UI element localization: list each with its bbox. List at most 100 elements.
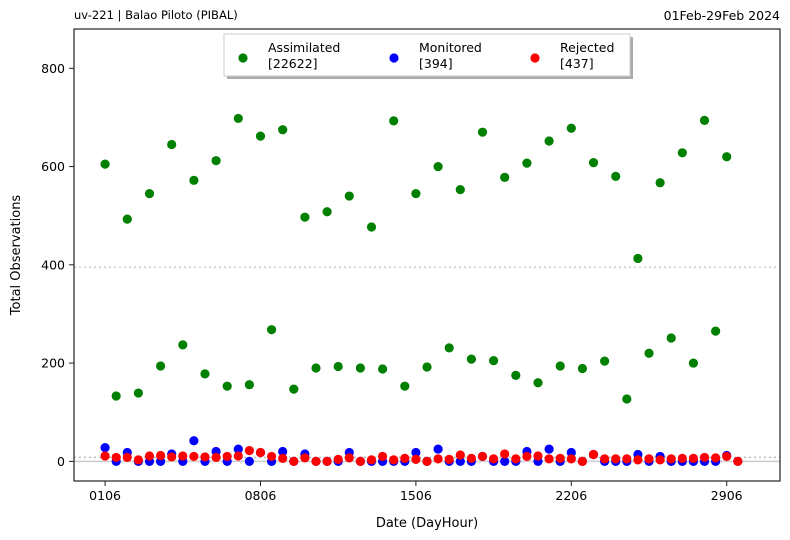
assimilated-point <box>155 361 166 371</box>
rejected-point <box>555 453 565 463</box>
monitored-point <box>433 444 443 454</box>
assimilated-point <box>566 123 576 133</box>
rejected-point <box>355 456 365 466</box>
rejected-point <box>511 454 521 464</box>
assimilated-point <box>400 381 410 391</box>
rejected-point <box>289 456 299 466</box>
rejected-point <box>699 452 710 463</box>
assimilated-point <box>100 159 110 169</box>
rejected-point <box>255 447 266 458</box>
y-tick-label: 200 <box>41 356 65 371</box>
assimilated-point <box>355 363 365 373</box>
rejected-point <box>611 454 621 464</box>
assimilated-point <box>322 207 332 217</box>
data-points <box>100 113 743 466</box>
assimilated-point <box>655 178 665 188</box>
assimilated-point <box>533 378 543 388</box>
rejected-point <box>533 451 543 461</box>
rejected-point <box>133 455 143 465</box>
rejected-point <box>500 449 510 459</box>
legend-box <box>223 33 631 77</box>
y-axis-label: Total Observations <box>9 195 24 317</box>
rejected-point <box>600 454 610 464</box>
rejected-point <box>400 453 410 463</box>
y-tick-label: 600 <box>41 159 65 174</box>
assimilated-point <box>111 391 121 401</box>
rejected-point <box>122 452 132 463</box>
rejected-point <box>311 456 321 466</box>
assimilated-point <box>644 348 654 358</box>
monitored-point <box>244 456 254 466</box>
chart-title-right: 01Feb-29Feb 2024 <box>663 8 780 23</box>
rejected-point <box>244 445 254 456</box>
assimilated-point <box>588 158 599 168</box>
assimilated-point <box>122 214 132 224</box>
assimilated-point <box>200 369 210 379</box>
assimilated-point <box>433 161 443 172</box>
rejected-point <box>167 452 177 462</box>
assimilated-point <box>278 125 288 135</box>
monitored-point <box>100 442 110 453</box>
rejected-point <box>233 451 243 461</box>
assimilated-point <box>344 191 354 201</box>
legend-marker-assimilated <box>238 53 248 63</box>
rejected-point <box>366 455 377 465</box>
legend-total-monitored: [394] <box>419 56 453 71</box>
monitored-point <box>544 444 554 454</box>
assimilated-point <box>688 358 699 368</box>
rejected-point <box>733 456 743 466</box>
assimilated-point <box>544 136 554 146</box>
assimilated-point <box>677 148 687 158</box>
rejected-point <box>377 451 388 462</box>
rejected-point <box>577 456 588 466</box>
rejected-point <box>655 455 665 465</box>
y-axis-ticks: 0 200 400 600 800 <box>41 61 74 469</box>
rejected-point <box>677 453 687 463</box>
legend-total-assimilated: [22622] <box>268 56 318 71</box>
rejected-point <box>200 452 210 462</box>
rejected-point <box>411 454 421 464</box>
rejected-point <box>422 456 432 466</box>
rejected-point <box>178 451 188 461</box>
assimilated-point <box>178 340 188 350</box>
rejected-point <box>455 450 465 460</box>
assimilated-point <box>167 139 177 150</box>
assimilated-point <box>666 333 676 343</box>
x-axis-ticks: 0106 0806 1506 2206 2906 <box>89 481 743 503</box>
assimilated-point <box>711 326 721 336</box>
assimilated-point <box>311 363 321 373</box>
rejected-point <box>644 454 654 464</box>
assimilated-point <box>366 222 377 232</box>
assimilated-point <box>133 388 143 398</box>
y-tick-label: 400 <box>41 257 65 272</box>
assimilated-point <box>699 115 710 125</box>
monitored-point <box>278 446 288 457</box>
assimilated-point <box>255 131 266 141</box>
rejected-point <box>722 451 732 462</box>
assimilated-point <box>622 394 632 404</box>
y-tick-label: 800 <box>41 61 65 76</box>
rejected-point <box>633 455 643 465</box>
rejected-point <box>144 451 155 461</box>
rejected-point <box>344 453 354 463</box>
assimilated-point <box>600 356 610 366</box>
legend-label-rejected: Rejected <box>560 40 614 55</box>
assimilated-point <box>266 325 277 335</box>
assimilated-point <box>522 158 532 168</box>
y-tick-label: 0 <box>57 454 65 469</box>
rejected-point <box>711 453 721 463</box>
rejected-point <box>111 452 121 463</box>
assimilated-point <box>189 175 199 185</box>
rejected-point <box>433 454 443 464</box>
legend-label-monitored: Monitored <box>419 40 482 55</box>
assimilated-point <box>577 363 588 374</box>
rejected-point <box>333 454 343 464</box>
rejected-point <box>278 453 288 463</box>
assimilated-point <box>722 152 732 162</box>
assimilated-point <box>222 381 232 391</box>
monitored-point <box>500 456 510 466</box>
legend-label-assimilated: Assimilated <box>268 40 340 55</box>
rejected-point <box>588 449 599 460</box>
assimilated-point <box>555 361 565 371</box>
monitored-point <box>566 447 576 458</box>
